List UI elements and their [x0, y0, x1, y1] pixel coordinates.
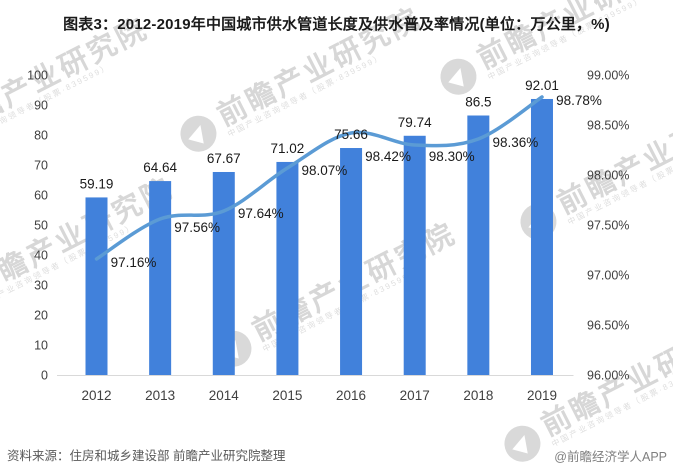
left-y-tick-label: 10: [34, 339, 48, 353]
x-tick-label: 2013: [145, 388, 175, 403]
bar-value-label: 64.64: [143, 160, 177, 175]
right-y-tick-label: 97.50%: [587, 219, 629, 233]
x-tick-label: 2012: [81, 388, 111, 403]
bar-value-label: 59.19: [80, 176, 114, 191]
left-y-tick-label: 100: [27, 69, 48, 83]
right-y-tick-label: 97.00%: [587, 269, 629, 283]
line-value-label: 98.42%: [365, 149, 411, 164]
chart-title: 图表3：2012-2019年中国城市供水管道长度及供水普及率情况(单位：万公里，…: [63, 16, 610, 33]
left-y-tick-label: 40: [34, 249, 48, 263]
line-value-label: 97.56%: [174, 220, 220, 235]
left-y-tick-label: 50: [34, 219, 48, 233]
line-value-label: 98.07%: [302, 163, 348, 178]
left-y-tick-label: 30: [34, 279, 48, 293]
bar-value-label: 92.01: [525, 78, 559, 93]
right-y-tick-label: 96.50%: [587, 319, 629, 333]
bar-2015: [276, 161, 299, 375]
supply-rate-line: [94, 95, 544, 261]
right-y-tick-label: 98.00%: [587, 169, 629, 183]
left-y-tick-label: 70: [34, 159, 48, 173]
bar-value-label: 67.67: [207, 151, 241, 166]
bar-value-label: 86.5: [465, 95, 491, 110]
line-value-label: 97.64%: [238, 206, 284, 221]
left-y-tick-label: 90: [34, 99, 48, 113]
x-tick-label: 2015: [272, 388, 302, 403]
right-y-tick-label: 98.50%: [587, 119, 629, 133]
x-tick-label: 2019: [527, 388, 557, 403]
x-tick-label: 2017: [400, 388, 430, 403]
line-value-label: 98.36%: [492, 135, 538, 150]
left-y-tick-label: 80: [34, 129, 48, 143]
line-value-label: 98.78%: [556, 93, 602, 108]
left-y-tick-label: 20: [34, 309, 48, 323]
bar-value-label: 71.02: [271, 141, 305, 156]
bar-2012: [85, 197, 108, 375]
source-note: 资料来源：住房和城乡建设部 前瞻产业研究院整理: [7, 449, 286, 463]
bar-2016: [340, 148, 363, 375]
credit: @前瞻经济学人APP: [554, 450, 667, 464]
x-tick-label: 2018: [463, 388, 493, 403]
bar-2013: [149, 181, 172, 375]
bar-2017: [403, 135, 426, 375]
x-tick-label: 2014: [209, 388, 240, 403]
bar-value-label: 79.74: [398, 115, 432, 130]
line-value-label: 98.30%: [429, 149, 475, 164]
bar-value-label: 75.66: [334, 127, 368, 142]
bar-2014: [212, 171, 235, 375]
left-y-tick-label: 60: [34, 189, 48, 203]
right-y-tick-label: 99.00%: [587, 69, 629, 83]
left-y-tick-label: 0: [41, 369, 48, 383]
bar-2018: [467, 115, 490, 375]
x-tick-label: 2016: [336, 388, 366, 403]
line-value-label: 97.16%: [111, 255, 157, 270]
right-y-tick-label: 96.00%: [587, 369, 629, 383]
